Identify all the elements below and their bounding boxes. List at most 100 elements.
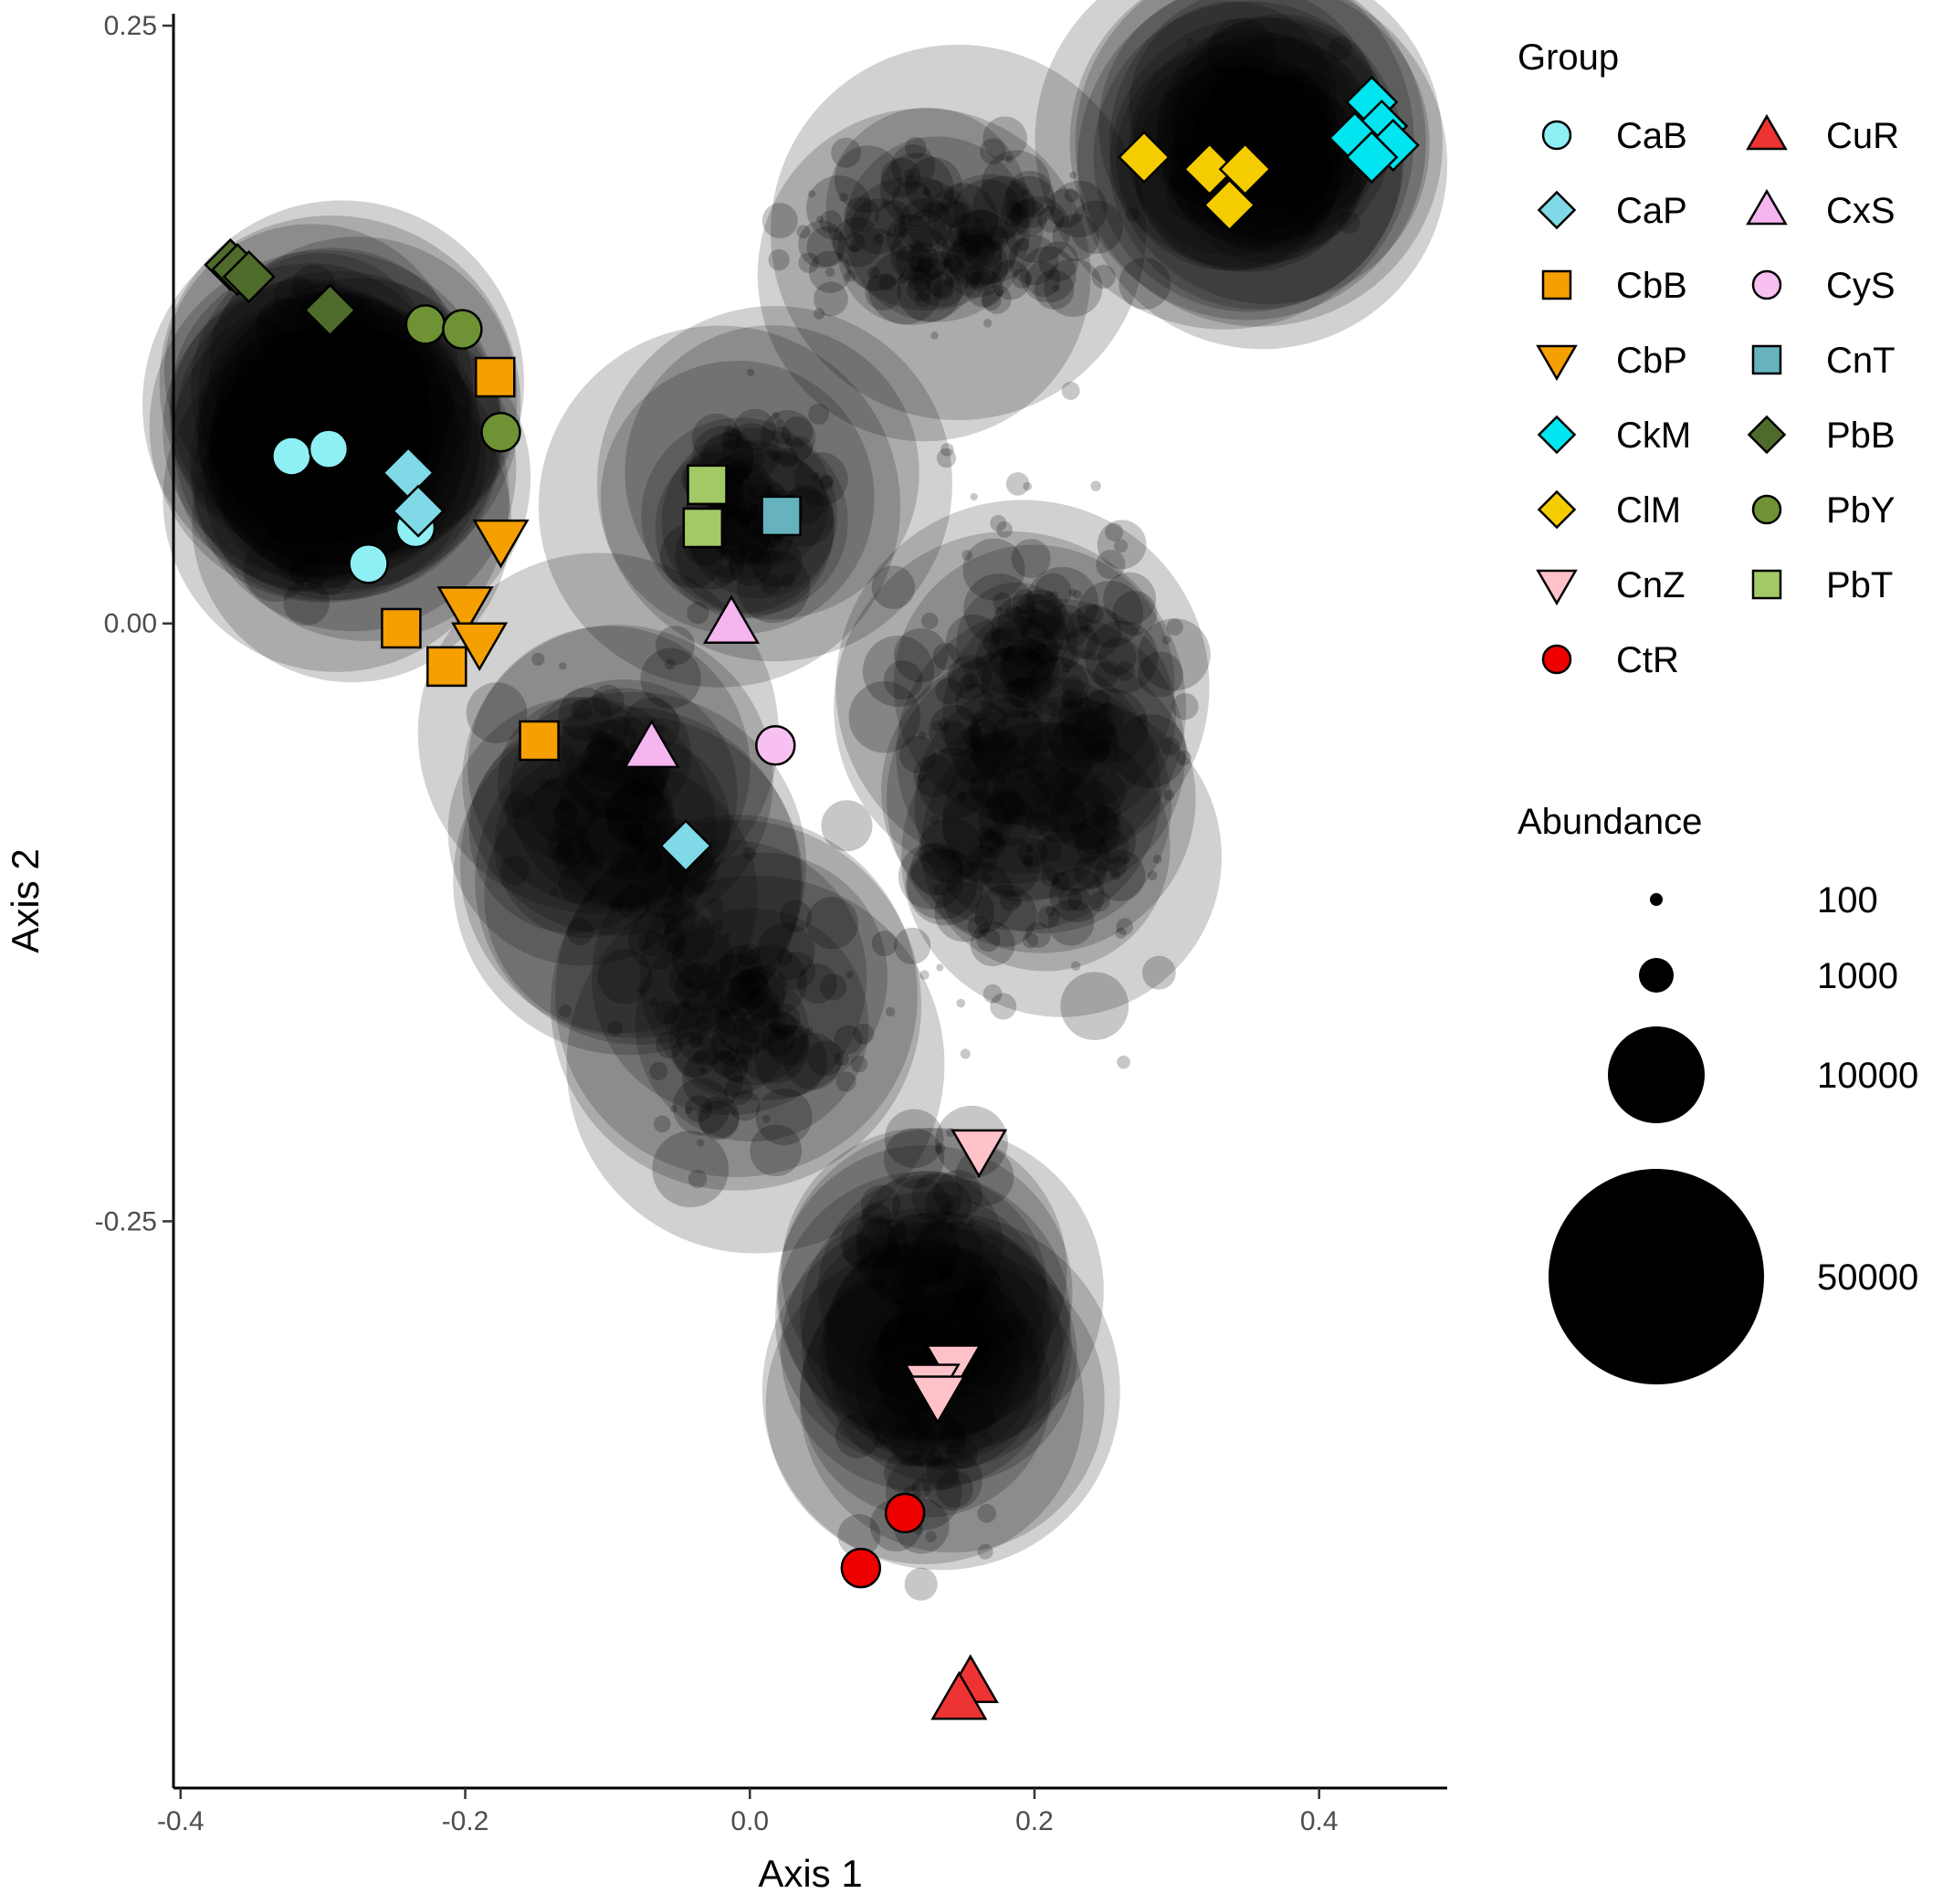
abundance-bubble: [999, 638, 1059, 700]
abundance-bubble: [750, 1124, 803, 1177]
abundance-bubble: [645, 772, 654, 782]
legend-label-cap: CaP: [1616, 191, 1687, 231]
abundance-bubble: [289, 550, 330, 590]
abundance-bubble: [1195, 101, 1232, 138]
abundance-bubble: [1037, 642, 1047, 651]
abundance-bubble: [1170, 181, 1180, 191]
abundance-bubble: [765, 1246, 1084, 1564]
abundance-bubble: [555, 841, 575, 860]
abundance-bubble: [1091, 703, 1125, 736]
abundance-bubble: [254, 389, 293, 429]
marker-clm: [1182, 142, 1236, 196]
abundance-bubble: [943, 1390, 995, 1443]
abundance-bubble: [955, 683, 994, 722]
abundance-bubble: [459, 691, 807, 1038]
marker-cbp: [451, 622, 509, 672]
abundance-bubble: [664, 925, 672, 934]
abundance-bubble: [918, 817, 984, 884]
abundance-bubble: [649, 997, 659, 1008]
abundance-bubble: [1062, 676, 1085, 699]
abundance-bubble: [604, 782, 669, 846]
abundance-bubble: [926, 1450, 943, 1467]
legend-label-pbt: PbT: [1826, 565, 1893, 605]
abundance-bubble: [304, 407, 322, 425]
abundance-bubble: [1034, 269, 1075, 310]
abundance-bubble: [1275, 125, 1288, 139]
abundance-bubble: [999, 644, 1015, 661]
abundance-bubble: [688, 1169, 708, 1189]
abundance-bubble: [1311, 94, 1320, 103]
abundance-bubble: [722, 423, 781, 481]
abundance-bubble: [952, 179, 1022, 248]
abundance-bubble: [272, 474, 306, 508]
abundance-bubble: [819, 474, 834, 488]
abundance-bubble: [555, 815, 918, 1177]
abundance-bubble: [592, 839, 867, 1116]
abundance-bubble: [1261, 137, 1290, 167]
abundance-bubble: [941, 210, 1018, 287]
abundance-bubble: [881, 651, 1161, 931]
legend-key-clm: [1537, 489, 1577, 530]
abundance-bubble: [897, 258, 962, 322]
abundance-bubble: [920, 721, 1171, 972]
marker-clm: [1203, 178, 1256, 232]
abundance-bubble: [655, 1031, 683, 1058]
abundance-bubble: [649, 1061, 668, 1080]
abundance-bubble: [956, 998, 966, 1008]
abundance-bubble: [735, 1009, 810, 1084]
abundance-bubble: [724, 1076, 753, 1106]
abundance-bubble: [911, 1478, 931, 1499]
abundance-bubble: [623, 820, 642, 839]
abundance-bubble: [936, 963, 944, 972]
abundance-bubble: [1287, 110, 1302, 125]
abundance-bubble: [559, 662, 567, 670]
abundance-bubble: [886, 1218, 907, 1240]
abundance-bubble: [970, 217, 986, 235]
abundance-bubble: [1138, 651, 1183, 698]
abundance-bubble: [925, 1181, 972, 1228]
abundance-bubble: [901, 696, 1223, 1017]
abundance-bubble: [1122, 856, 1130, 865]
abundance-bubble: [1073, 590, 1082, 599]
abundance-bubble: [1077, 581, 1144, 647]
abundance-bubble: [772, 426, 792, 445]
abundance-bubble: [343, 363, 355, 374]
abundance-bubble: [1062, 664, 1071, 673]
marker-pby: [480, 412, 521, 453]
marker-cys: [755, 725, 796, 766]
abundance-bubble: [595, 720, 627, 752]
abundance-bubble: [730, 440, 765, 475]
abundance-bubble: [1026, 634, 1061, 668]
abundance-bubble: [219, 404, 398, 583]
abundance-bubble: [1094, 849, 1146, 901]
abundance-bubble: [941, 1204, 953, 1215]
abundance-bubble: [333, 338, 346, 350]
abundance-bubble: [707, 898, 724, 915]
abundance-bubble: [870, 1243, 933, 1306]
abundance-bubble: [370, 373, 415, 419]
abundance-bubble: [898, 274, 908, 285]
abundance-bubble: [982, 116, 1027, 161]
abundance-bubble: [818, 475, 835, 491]
marker-cur: [930, 1670, 988, 1720]
abundance-bubble: [628, 816, 664, 852]
abundance-bubble: [384, 434, 394, 443]
abundance-bubble: [1116, 918, 1134, 936]
abundance-bubble: [957, 227, 972, 243]
legend-key-cys: [1751, 269, 1782, 300]
abundance-bubble: [940, 443, 954, 457]
abundance-bubble: [844, 270, 856, 282]
abundance-bubble: [935, 678, 962, 705]
abundance-bubble: [878, 273, 897, 291]
abundance-legend: Abundance 100 1000 10000 50000: [1518, 802, 1918, 1384]
abundance-bubble: [1105, 522, 1124, 542]
abundance-bubble: [1090, 480, 1101, 491]
abundance-bubble: [942, 861, 1015, 934]
abundance-bubble: [697, 1096, 740, 1139]
abundance-bubble: [379, 429, 399, 449]
abundance-bubble: [453, 707, 802, 1056]
abundance-bubble: [285, 331, 299, 346]
abundance-bubble: [1070, 961, 1081, 971]
abundance-bubble: [892, 1177, 950, 1236]
marker-ckm: [1345, 131, 1399, 184]
